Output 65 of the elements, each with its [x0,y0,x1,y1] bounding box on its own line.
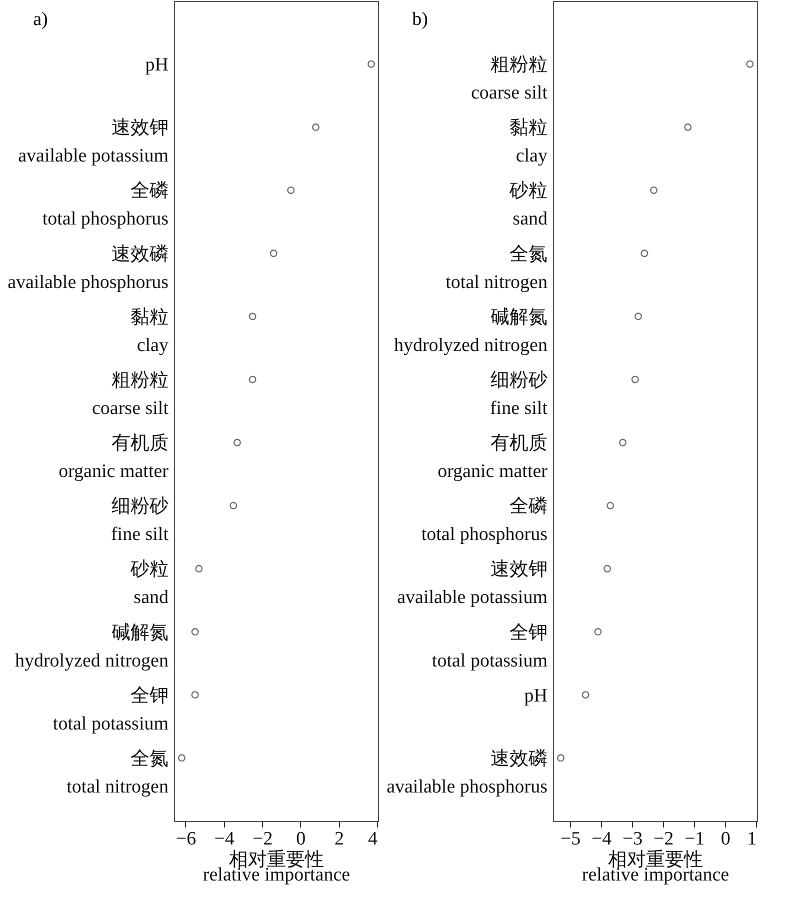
point [594,628,602,636]
x-tick-label: −1 [684,828,705,850]
point [191,628,199,636]
x-tick-label: −2 [252,828,273,850]
x-axis-title: 相对重要性 relative importance [202,850,350,886]
point [684,123,692,131]
y-tick-label: 全氮 total nitrogen [446,244,548,293]
point [233,438,241,446]
point [195,564,203,572]
point [618,438,627,446]
x-tick-label: −5 [560,828,581,850]
x-tick-label: −3 [622,828,643,850]
point [634,312,642,320]
y-tick-label: 有机质 organic matter [438,433,548,482]
y-tick-label: 全磷 total phosphorus [42,180,168,230]
y-tick-label: 细粉砂 fine silt [490,370,548,419]
y-tick-label: 速效磷 available phosphorus [386,748,548,798]
x-tick-label: 4 [368,828,378,850]
y-tick-label: 速效钾 available potassium [397,559,548,608]
y-tick-label: 黏粒 clay [510,118,548,167]
x-tick-label: 0 [720,828,730,850]
point [368,60,376,68]
point [631,376,639,384]
point [270,250,278,258]
point [606,502,614,510]
point [746,60,754,68]
point [287,186,295,194]
y-tick-label: pH [524,685,548,706]
y-tick-label: 全磷 total phosphorus [421,496,548,546]
x-tick-label: −4 [591,828,612,850]
point [640,250,648,258]
y-tick-label: 速效钾 available potassium [18,118,169,167]
x-axis-title: 相对重要性 relative importance [582,850,730,886]
x-tick-label: −6 [176,828,196,850]
y-tick-label: 全钾 total potassium [52,685,169,734]
point [312,123,320,131]
point [248,312,256,320]
x-tick-label: −4 [214,828,235,850]
y-tick-label: 黏粒 clay [130,306,169,356]
point [230,502,238,510]
chart-title: a) [33,9,48,30]
y-tick-label: pH [145,54,169,76]
point [603,564,612,572]
point [582,691,590,699]
x-tick-label: 1 [747,828,757,850]
point [556,754,565,762]
point [248,376,256,384]
y-tick-label: 全钾 total potassium [432,622,548,672]
point [178,754,186,762]
y-tick-label: 碱解氮 hydrolyzed nitrogen [394,306,548,356]
x-tick-label: −2 [653,828,674,850]
y-tick-label: 有机质 organic matter [58,433,170,482]
x-tick-label: 0 [296,828,306,850]
y-tick-label: 砂粒 sand [508,180,548,230]
y-tick-label: 速效磷 available phosphorus [8,244,168,293]
y-tick-label: 砂粒 sand [130,559,169,608]
point [191,691,199,699]
x-tick-label: 2 [334,828,344,850]
y-tick-label: 粗粉粒 coarse silt [470,54,548,104]
y-tick-label: 碱解氮 hydrolyzed nitrogen [14,622,169,672]
point [650,186,658,194]
y-tick-label: 全氮 total nitrogen [66,748,169,798]
y-tick-label: 细粉砂 fine silt [110,496,170,546]
y-tick-label: 粗粉粒 coarse silt [92,370,170,419]
chart-title: b) [412,9,428,30]
